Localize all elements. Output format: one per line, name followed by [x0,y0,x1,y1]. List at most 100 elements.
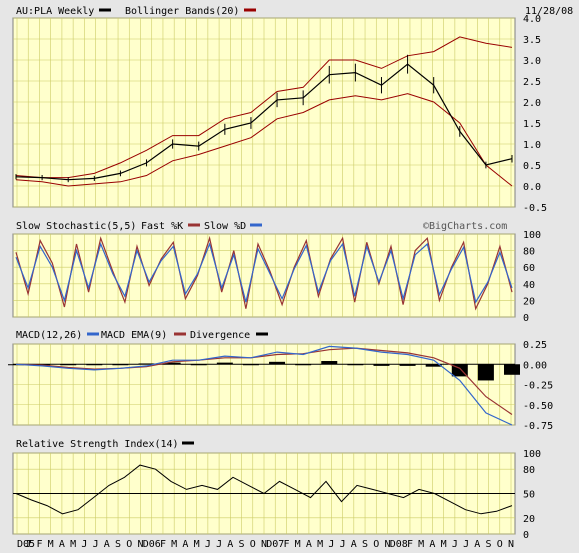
divergence-bar [373,364,390,366]
x-tick-label: A [104,539,110,550]
macd-ema-line [15,347,513,415]
macd-panel: MACD(12,26) MACD EMA(9) Divergence 0.25 0… [8,330,553,432]
x-tick-label: A [474,539,480,550]
x-tick-label: S [115,539,121,550]
x-tick-label: J [205,539,211,550]
x-tick-label: J [463,539,469,550]
divergence-bar [477,364,494,381]
y-tick-label: 1.0 [523,140,541,151]
divergence-bar [216,362,233,365]
macd-ema-label: MACD EMA(9) [101,330,167,341]
divergence-bar [190,364,207,366]
x-tick-label: A [59,539,65,550]
divergence-bar [295,364,312,366]
x-tick-label: M [171,539,177,550]
rsi-line [15,464,513,515]
x-tick-label: F [283,539,289,550]
rsi-panel: Relative Strength Index(14) 100 80 50 20 0 [12,439,541,541]
x-tick-label: S [239,539,245,550]
x-tick-label: N [137,539,143,550]
x-tick-label: M [48,539,54,550]
x-tick-label: J [25,539,31,550]
y-tick-label: 2.0 [523,98,541,109]
y-tick-label: 80 [523,465,535,476]
x-tick-label: O [126,539,132,550]
y-tick-label: 0 [523,530,529,541]
x-tick-label: S [362,539,368,550]
x-tick-label: O [497,539,503,550]
stochastic-legend: Slow Stochastic(5,5) Fast %K Slow %D [16,221,262,232]
divergence-bar [399,364,416,366]
x-tick-label: F [407,539,413,550]
x-tick-label: S [486,539,492,550]
x-tick-label: J [340,539,346,550]
x-tick-label: F [160,539,166,550]
rsi-legend: Relative Strength Index(14) [16,439,194,450]
x-tick-label: J [452,539,458,550]
bollinger-upper-band [15,36,513,179]
price-line [15,63,513,181]
x-tick-label: D08 [390,539,408,550]
x-tick-label: D07 [266,539,284,550]
rsi-label: Relative Strength Index(14) [16,439,179,450]
x-tick-label: J [216,539,222,550]
divergence-bar [112,364,129,366]
y-tick-label: 2.5 [523,77,541,88]
y-tick-label: -0.75 [523,421,553,432]
y-tick-label: 20 [523,296,535,307]
x-tick-label: A [306,539,312,550]
x-tick-label: O [373,539,379,550]
x-tick-label: M [194,539,200,550]
x-tick-label: M [70,539,76,550]
symbol-label: AU:PLA Weekly [16,6,94,17]
x-tick-label: N [261,539,267,550]
x-tick-label: J [93,539,99,550]
y-tick-label: 0.25 [523,340,547,351]
y-tick-label: 4.0 [523,14,541,25]
divergence-bar [347,364,364,366]
price-legend: AU:PLA Weekly Bollinger Bands(20) [16,6,256,17]
y-tick-label: 0.0 [523,182,541,193]
x-tick-label: A [182,539,188,550]
x-tick-label: N [384,539,390,550]
watermark: ©BigCharts.com [423,221,507,232]
y-tick-label: 20 [523,514,535,525]
divergence-bar [86,364,103,366]
x-tick-label: M [441,539,447,550]
x-tick-label: J [81,539,87,550]
x-tick-label: N [508,539,514,550]
divergence-bar [242,364,259,366]
divergence-bar [164,362,181,365]
x-tick-label: M [317,539,323,550]
divergence-bar [60,364,77,366]
divergence-bar [269,361,286,365]
y-tick-label: 80 [523,247,535,258]
macd-label: MACD(12,26) [16,330,82,341]
bands-label: Bollinger Bands(20) [125,6,239,17]
y-tick-label: 60 [523,263,535,274]
x-tick-label: D06 [143,539,161,550]
slow-d-line [15,242,513,304]
fast-k-line [15,235,513,311]
x-tick-label: A [429,539,435,550]
divergence-bar [504,364,520,375]
x-tick-label: F [36,539,42,550]
x-tick-label: A [227,539,233,550]
y-tick-label: 3.0 [523,56,541,67]
y-tick-label: -0.25 [523,381,553,392]
fast-k-label: Fast %K [141,221,183,232]
divergence-bar [138,363,155,365]
divergence-label: Divergence [190,330,250,341]
y-tick-label: 0.00 [523,360,547,371]
chart-date: 11/28/08 [525,6,573,17]
y-tick-label: 3.5 [523,35,541,46]
y-tick-label: 40 [523,280,535,291]
price-panel: AU:PLA Weekly Bollinger Bands(20) 11/28/… [12,6,573,214]
x-tick-label: M [295,539,301,550]
x-tick-label: D05 [17,539,35,550]
x-tick-label: O [250,539,256,550]
bollinger-lower-band [15,93,513,187]
y-tick-label: 0.5 [523,161,541,172]
